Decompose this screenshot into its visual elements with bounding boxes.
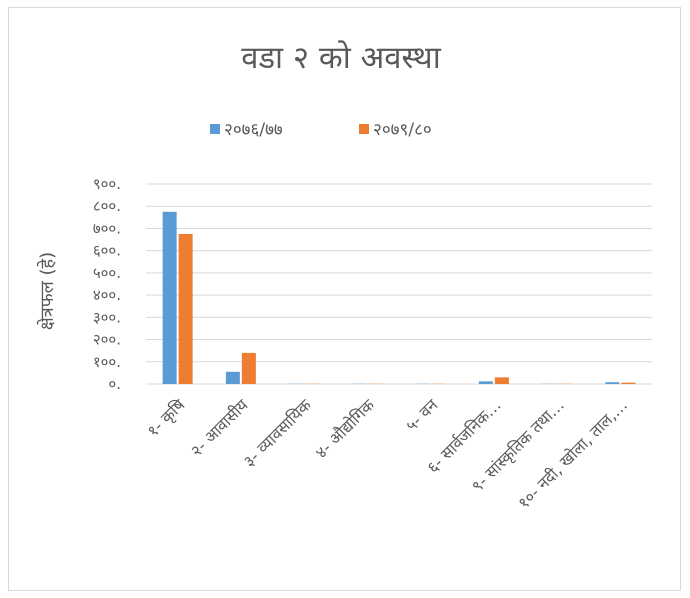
legend: २०७६/७७ २०७९/८० xyxy=(210,120,432,140)
y-tick-label: ३००. xyxy=(93,308,121,326)
bar-series-2-cat-8 xyxy=(621,382,636,384)
y-tick-label: ५००. xyxy=(93,264,121,282)
x-category-label: १०- नदी, खोला, ताल,… xyxy=(514,395,631,512)
y-tick-label: ९००. xyxy=(93,175,121,193)
x-category-label: २- आवासीय xyxy=(187,395,252,460)
legend-swatch-series-1 xyxy=(210,124,220,134)
bar-series-1-cat-2 xyxy=(225,371,240,384)
legend-label-series-1: २०७६/७७ xyxy=(224,120,283,140)
y-tick-label: ८००. xyxy=(93,197,121,215)
legend-swatch-series-2 xyxy=(359,124,369,134)
bar-series-2-cat-1 xyxy=(178,234,193,384)
bar-series-1-cat-8 xyxy=(605,382,620,384)
bar-series-2-cat-2 xyxy=(241,352,256,384)
y-tick-label: २००. xyxy=(93,331,121,349)
y-axis-label: क्षेत्रफल (हे) xyxy=(36,252,58,330)
x-category-label: १- कृषि xyxy=(143,395,189,441)
bar-series-1-cat-1 xyxy=(162,211,177,384)
gridlines xyxy=(146,183,652,385)
x-category-label: ३- व्यावसायिक xyxy=(240,395,316,471)
bar-series-2-cat-6 xyxy=(494,377,509,384)
y-tick-label: ६००. xyxy=(93,242,121,260)
y-tick-label: ०. xyxy=(108,375,121,393)
y-tick-label: ४००. xyxy=(93,286,121,304)
bar-series-1-cat-6 xyxy=(478,381,493,384)
x-axis-categories: १- कृषि२- आवासीय३- व्यावसायिक४- औद्योगिक… xyxy=(143,395,631,513)
bars xyxy=(162,211,636,384)
chart-frame: वडा २ को अवस्था २०७६/७७ २०७९/८० क्षेत्रफ… xyxy=(8,7,681,591)
x-category-label: ४- औद्योगिक xyxy=(312,395,379,462)
y-axis-ticks: ०. १००. २००. ३००. ४००. ५००. ६००. ७००. ८००. ९००. xyxy=(93,175,121,393)
chart-title: वडा २ को अवस्था xyxy=(241,40,442,76)
x-category-label: ५- वन xyxy=(402,395,442,435)
legend-label-series-2: २०७९/८० xyxy=(373,120,432,140)
y-tick-label: ७००. xyxy=(93,219,121,237)
y-tick-label: १००. xyxy=(93,353,121,371)
chart-svg: वडा २ को अवस्था २०७६/७७ २०७९/८० क्षेत्रफ… xyxy=(36,40,652,513)
